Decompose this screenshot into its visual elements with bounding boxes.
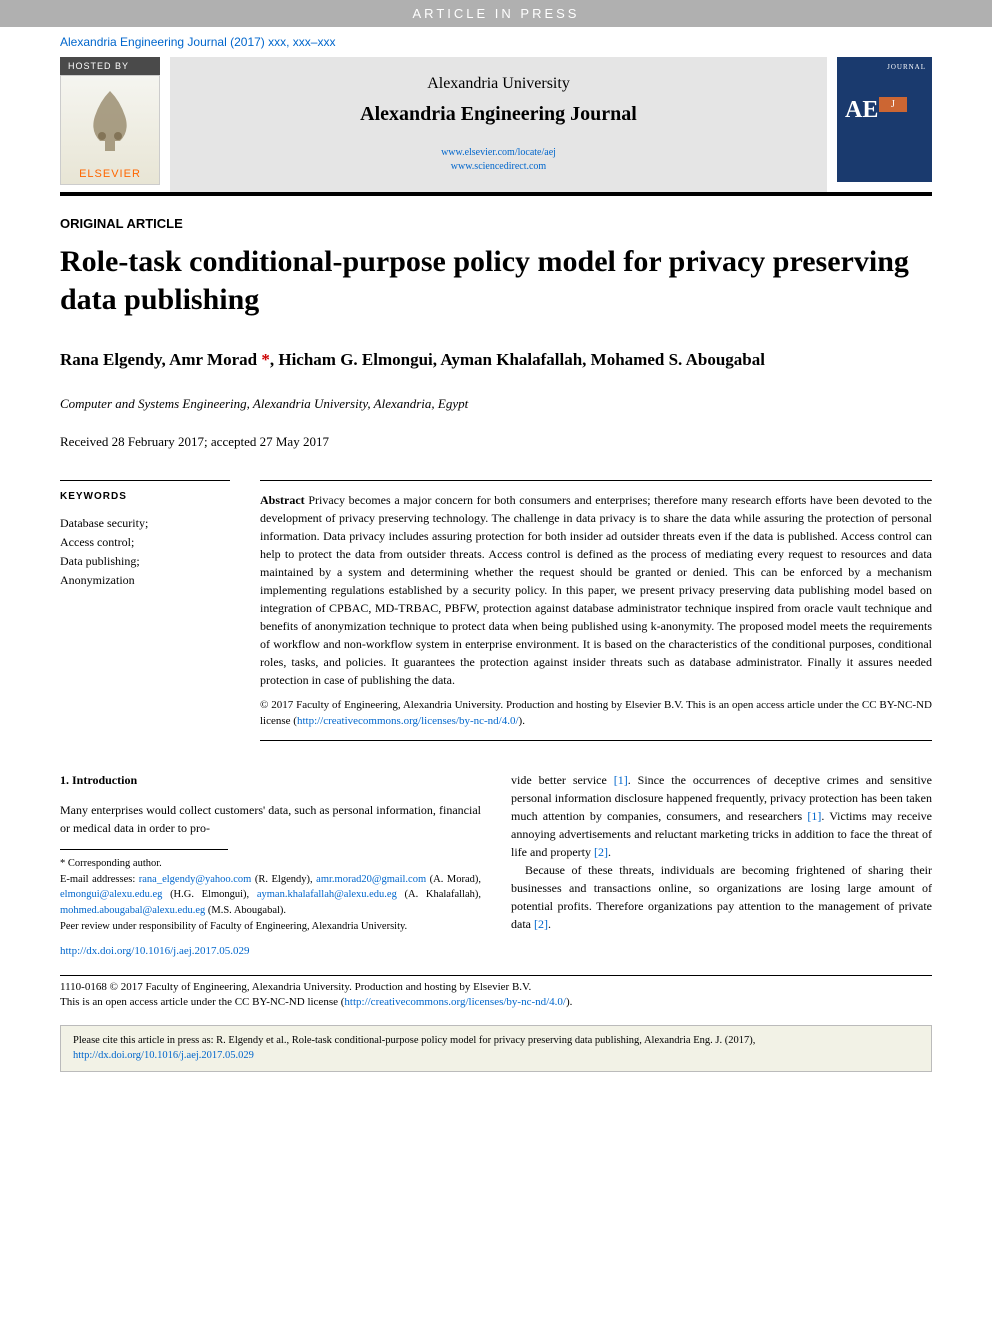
- elsevier-logo: ELSEVIER: [60, 75, 160, 185]
- journal-title-block: Alexandria University Alexandria Enginee…: [170, 57, 827, 192]
- email-addresses: E-mail addresses: rana_elgendy@yahoo.com…: [60, 872, 481, 919]
- journal-links: www.elsevier.com/locate/aej www.scienced…: [180, 146, 817, 174]
- elsevier-text: ELSEVIER: [79, 168, 141, 184]
- column-right: vide better service [1]. Since the occur…: [511, 771, 932, 959]
- footnote-separator: [60, 849, 228, 850]
- ref-1[interactable]: [1]: [614, 773, 628, 787]
- abstract-label: Abstract: [260, 493, 305, 507]
- article-content: ORIGINAL ARTICLE Role-task conditional-p…: [0, 196, 992, 969]
- cite-text: Please cite this article in press as: R.…: [73, 1035, 755, 1046]
- abstract-copyright: © 2017 Faculty of Engineering, Alexandri…: [260, 697, 932, 730]
- footnotes: * Corresponding author. E-mail addresses…: [60, 856, 481, 935]
- email-4[interactable]: ayman.khalafallah@alexu.edu.eg: [257, 889, 397, 900]
- name-4: (A. Khalafallah),: [397, 889, 481, 900]
- col1-para1: Many enterprises would collect customers…: [60, 801, 481, 837]
- authors: Rana Elgendy, Amr Morad *, Hicham G. Elm…: [60, 348, 932, 372]
- email-5[interactable]: mohmed.abougabal@alexu.edu.eg: [60, 905, 205, 916]
- cite-doi[interactable]: http://dx.doi.org/10.1016/j.aej.2017.05.…: [73, 1050, 254, 1061]
- col2-para1: vide better service [1]. Since the occur…: [511, 771, 932, 861]
- section-1-heading: 1. Introduction: [60, 771, 481, 789]
- cover-j: J: [879, 97, 907, 112]
- col2-p1a: vide better service: [511, 773, 614, 787]
- license-a: This is an open access article under the…: [60, 996, 344, 1008]
- col2-p2a: Because of these threats, individuals ar…: [511, 863, 932, 931]
- corresponding-mark: *: [257, 350, 270, 369]
- license-link[interactable]: http://creativecommons.org/licenses/by-n…: [297, 715, 519, 727]
- authors-post: , Hicham G. Elmongui, Ayman Khalafallah,…: [270, 350, 765, 369]
- keywords-list: Database security; Access control; Data …: [60, 514, 230, 591]
- elsevier-box: HOSTED BY ELSEVIER: [60, 57, 160, 192]
- journal-link-2[interactable]: www.sciencedirect.com: [180, 160, 817, 174]
- name-3: (H.G. Elmongui),: [162, 889, 256, 900]
- column-left: 1. Introduction Many enterprises would c…: [60, 771, 481, 959]
- ref-2[interactable]: [2]: [594, 845, 608, 859]
- affiliation: Computer and Systems Engineering, Alexan…: [60, 396, 932, 412]
- journal-name: Alexandria Engineering Journal: [180, 103, 817, 126]
- name-2: (A. Morad),: [426, 874, 481, 885]
- cover-ae: AE: [845, 97, 878, 124]
- doi-link[interactable]: http://dx.doi.org/10.1016/j.aej.2017.05.…: [60, 943, 481, 960]
- email-2[interactable]: amr.morad20@gmail.com: [316, 874, 426, 885]
- keywords-heading: KEYWORDS: [60, 491, 230, 502]
- col2-p1d: .: [608, 845, 611, 859]
- email-label: E-mail addresses:: [60, 874, 139, 885]
- name-1: (R. Elgendy),: [251, 874, 316, 885]
- citation-header: Alexandria Engineering Journal (2017) xx…: [0, 27, 992, 57]
- university-name: Alexandria University: [180, 75, 817, 93]
- citation-box: Please cite this article in press as: R.…: [60, 1025, 932, 1072]
- article-in-press-banner: ARTICLE IN PRESS: [0, 0, 992, 27]
- journal-cover: JOURNAL AE J: [837, 57, 932, 182]
- issn-line: 1110-0168 © 2017 Faculty of Engineering,…: [60, 980, 932, 995]
- col2-p2b: .: [548, 917, 551, 931]
- hosted-by-label: HOSTED BY: [60, 57, 160, 75]
- email-3[interactable]: elmongui@alexu.edu.eg: [60, 889, 162, 900]
- copyright-end: ).: [519, 715, 525, 727]
- col2-para2: Because of these threats, individuals ar…: [511, 861, 932, 933]
- peer-review-note: Peer review under responsibility of Facu…: [60, 919, 481, 935]
- body-columns: 1. Introduction Many enterprises would c…: [60, 771, 932, 959]
- bottom-license-link[interactable]: http://creativecommons.org/licenses/by-n…: [344, 996, 566, 1008]
- bottom-copyright: 1110-0168 © 2017 Faculty of Engineering,…: [0, 976, 992, 1015]
- ref-2b[interactable]: [2]: [534, 917, 548, 931]
- article-dates: Received 28 February 2017; accepted 27 M…: [60, 434, 932, 450]
- tree-icon: [80, 86, 140, 156]
- journal-header-block: HOSTED BY ELSEVIER Alexandria University…: [60, 57, 932, 192]
- name-5: (M.S. Abougabal).: [205, 905, 286, 916]
- abstract-box: Abstract Privacy becomes a major concern…: [260, 480, 932, 741]
- article-type: ORIGINAL ARTICLE: [60, 216, 932, 231]
- abstract-section: KEYWORDS Database security; Access contr…: [60, 480, 932, 741]
- abstract-text: Privacy becomes a major concern for both…: [260, 493, 932, 687]
- license-line: This is an open access article under the…: [60, 995, 932, 1010]
- license-b: ).: [566, 996, 572, 1008]
- cover-label: JOURNAL: [887, 63, 926, 71]
- authors-pre: Rana Elgendy, Amr Morad: [60, 350, 257, 369]
- ref-1b[interactable]: [1]: [807, 809, 821, 823]
- email-1[interactable]: rana_elgendy@yahoo.com: [139, 874, 252, 885]
- keywords-box: KEYWORDS Database security; Access contr…: [60, 480, 230, 741]
- article-title: Role-task conditional-purpose policy mod…: [60, 243, 932, 318]
- journal-link-1[interactable]: www.elsevier.com/locate/aej: [180, 146, 817, 160]
- corresponding-note: * Corresponding author.: [60, 856, 481, 872]
